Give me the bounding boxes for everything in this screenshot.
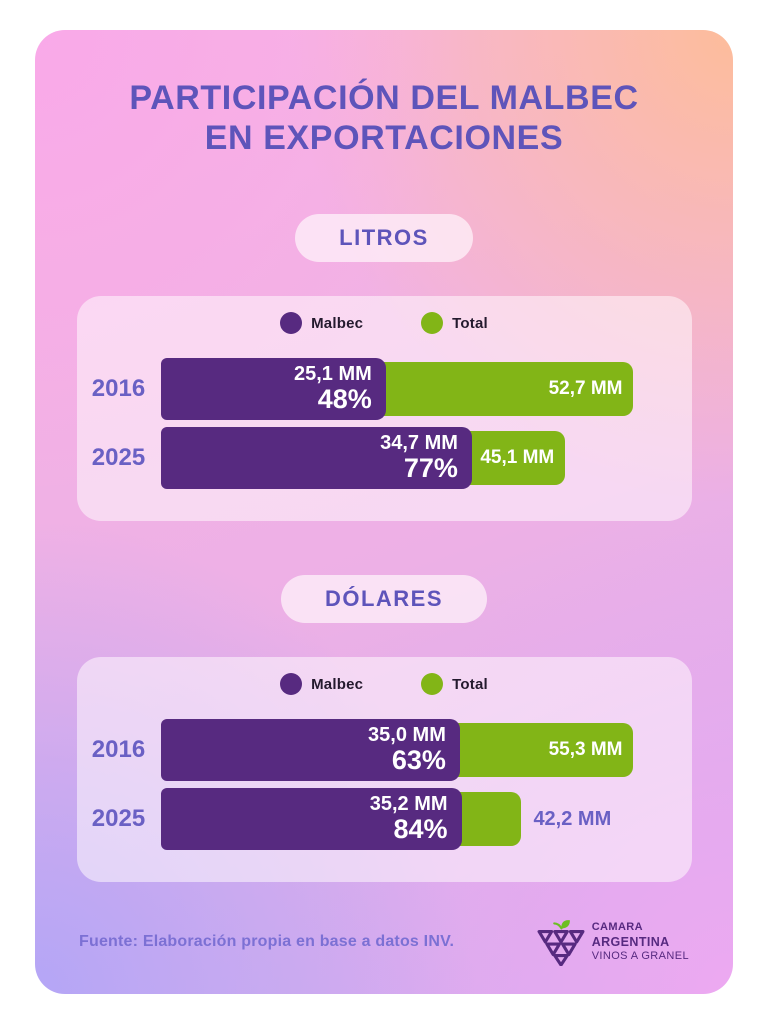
year-label-2016: 2016 <box>91 736 146 764</box>
logo-line3: VINOS A GRANEL <box>591 949 689 962</box>
total-value-label: 42,2 MM <box>533 807 612 830</box>
legend-label-malbec: Malbec <box>311 314 364 332</box>
malbec-value-label: 35,2 MM <box>369 793 448 816</box>
leaf-icon <box>561 920 570 929</box>
total-value-label: 55,3 MM <box>548 738 623 760</box>
logo-line2: ARGENTINA <box>591 934 670 949</box>
total-bar: 52,7 MM <box>377 362 634 417</box>
legend-item-malbec: Malbec <box>280 312 364 335</box>
year-label-2025: 2025 <box>91 805 146 833</box>
page-title-line1: PARTICIPACIÓN DEL MALBEC <box>129 79 639 117</box>
chart-panel-dolares: Malbec Total 2016 35,0 MM 63% 55,3 MM 2025 35,… <box>76 657 692 883</box>
malbec-legend-dot-icon <box>280 312 303 335</box>
page-title: PARTICIPACIÓN DEL MALBEC EN EXPORTACIONE… <box>35 30 733 158</box>
total-legend-dot-icon <box>421 673 444 696</box>
malbec-value-label: 34,7 MM <box>380 432 458 455</box>
bar-row-2016: 2016 25,1 MM 48% 52,7 MM <box>77 358 692 421</box>
malbec-bar: 35,2 MM 84% <box>160 788 462 851</box>
total-bar <box>453 792 522 847</box>
bar-track: 34,7 MM 77% 45,1 MM <box>160 427 634 490</box>
malbec-share-label: 63% <box>391 745 446 776</box>
section-litros: LITROS <box>35 214 733 263</box>
chart-panel-litros: Malbec Total 2016 25,1 MM 48% 52,7 MM 2025 34,… <box>76 296 692 522</box>
section-badge-dolares: DÓLARES <box>280 575 488 624</box>
malbec-share-label: 48% <box>317 384 372 415</box>
legend-label-total: Total <box>452 314 488 332</box>
logo-text: CAMARA ARGENTINA VINOS A GRANEL <box>592 921 689 963</box>
chart-rows-dolares: 2016 35,0 MM 63% 55,3 MM 2025 35,2 MM 84% 42,2 … <box>77 719 692 851</box>
chart-legend-litros: Malbec Total <box>77 296 692 335</box>
malbec-bar: 35,0 MM 63% <box>160 719 460 782</box>
bar-track: 35,0 MM 63% 55,3 MM <box>160 719 634 782</box>
legend-label-total: Total <box>452 675 488 693</box>
malbec-bar: 34,7 MM 77% <box>160 427 472 490</box>
chart-rows-litros: 2016 25,1 MM 48% 52,7 MM 2025 34,7 MM 77% 45,1 … <box>77 358 692 490</box>
year-label-2016: 2016 <box>91 375 146 403</box>
grape-triangles <box>537 930 585 967</box>
camara-argentina-logo: CAMARA ARGENTINA VINOS A GRANEL <box>537 918 689 967</box>
legend-label-malbec: Malbec <box>311 675 364 693</box>
legend-item-total: Total <box>421 673 488 696</box>
malbec-value-label: 25,1 MM <box>293 363 372 386</box>
logo-line1: CAMARA <box>591 921 643 934</box>
total-legend-dot-icon <box>421 312 444 335</box>
total-value-label: 45,1 MM <box>480 446 555 468</box>
bar-track: 35,2 MM 84% 42,2 MM <box>160 788 634 851</box>
malbec-value-label: 35,0 MM <box>368 724 446 747</box>
grape-bunch-icon <box>537 920 585 967</box>
section-badge-litros: LITROS <box>295 214 473 263</box>
bar-row-2025: 2025 34,7 MM 77% 45,1 MM <box>77 427 692 490</box>
leaf-stem-icon <box>552 922 563 930</box>
malbec-share-label: 77% <box>403 453 458 484</box>
year-label-2025: 2025 <box>91 444 146 472</box>
total-bar: 55,3 MM <box>451 723 634 778</box>
malbec-legend-dot-icon <box>280 673 303 696</box>
chart-legend-dolares: Malbec Total <box>77 657 692 696</box>
section-dolares: DÓLARES <box>35 575 733 624</box>
total-value-label: 52,7 MM <box>548 377 623 399</box>
total-bar: 45,1 MM <box>463 431 566 486</box>
bar-row-2025: 2025 35,2 MM 84% 42,2 MM <box>77 788 692 851</box>
infographic-card: PARTICIPACIÓN DEL MALBEC EN EXPORTACIONE… <box>35 30 733 994</box>
page-title-line2: EN EXPORTACIONES <box>204 119 564 158</box>
malbec-bar: 25,1 MM 48% <box>160 358 386 421</box>
source-note: Fuente: Elaboración propia en base a dat… <box>79 933 455 951</box>
bar-track: 25,1 MM 48% 52,7 MM <box>160 358 634 421</box>
bar-row-2016: 2016 35,0 MM 63% 55,3 MM <box>77 719 692 782</box>
malbec-share-label: 84% <box>393 814 448 845</box>
footer: Fuente: Elaboración propia en base a dat… <box>35 918 733 967</box>
legend-item-total: Total <box>421 312 488 335</box>
legend-item-malbec: Malbec <box>280 673 364 696</box>
